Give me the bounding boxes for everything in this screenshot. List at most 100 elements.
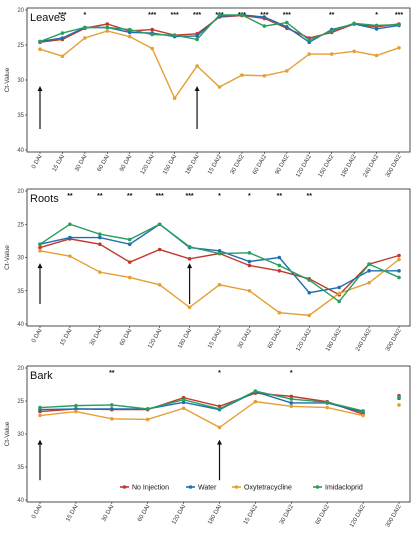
data-point-imidacloprid-120-dai xyxy=(157,222,162,227)
x-tick-label-90-dai: 90 DAI xyxy=(119,154,134,173)
data-point-water-30-dai xyxy=(110,407,114,411)
arrow-head xyxy=(187,263,193,269)
data-point-oxytetracycline-30-dai xyxy=(98,270,102,274)
data-point-oxytetracycline-15-dai xyxy=(60,54,65,58)
leaves-panel: Leaves Ct-Value 20 25 30 35 40 0 DAI 15 DAI 30 DA… xyxy=(4,7,411,179)
data-point-oxytetracycline-60-dai xyxy=(105,29,110,33)
x-tick-label-120-dai: 120 DAI xyxy=(171,504,187,526)
x-tick-label-30-dai: 30 DAI xyxy=(101,504,116,523)
x-tick-label-15-dai: 15 DAI xyxy=(65,504,80,523)
y-tick-label: 25 xyxy=(17,43,24,49)
data-point-imidacloprid-120-dai xyxy=(150,32,154,37)
data-point-oxytetracycline-30-dai2 xyxy=(240,73,244,77)
data-point-no-injection-30-dai2 xyxy=(247,263,252,268)
x-tick-label-30-dai: 30 DAI xyxy=(89,328,104,347)
data-point-oxytetracycline-15-dai xyxy=(68,254,72,258)
data-point-oxytetracycline-180-dai2 xyxy=(352,49,356,54)
significance-label: * xyxy=(218,370,221,377)
significance-label: *** xyxy=(171,12,179,19)
series-water xyxy=(38,13,401,44)
data-point-imidacloprid-15-dai xyxy=(60,31,65,35)
data-point-water-60-dai2 xyxy=(277,255,282,260)
data-point-oxytetracycline-180-dai2 xyxy=(337,291,341,296)
y-tick-label: 40 xyxy=(17,322,24,328)
arrow-head xyxy=(37,439,43,445)
x-tick-label-30-dai2: 30 DAI2 xyxy=(230,153,246,175)
data-point-imidacloprid-180-dai2 xyxy=(352,21,356,26)
data-point-oxytetracycline-120-dai xyxy=(181,406,186,411)
x-tick-label-180-dai2: 180 DAI2 xyxy=(325,327,343,352)
x-tick-label-120-dai2: 120 DAI2 xyxy=(295,327,313,352)
x-tick-label-120-dai2: 120 DAI2 xyxy=(349,503,367,528)
significance-label: * xyxy=(375,12,378,19)
x-tick-label-15-dai: 15 DAI xyxy=(59,328,74,347)
y-tick-label: 35 xyxy=(17,113,24,119)
x-tick-label-300-dai2: 300 DAI2 xyxy=(385,153,403,178)
arrow-head xyxy=(37,86,43,91)
legend-marker xyxy=(188,485,193,489)
data-point-no-injection-180-dai xyxy=(187,257,192,261)
legend-marker xyxy=(315,485,320,489)
significance-label: ** xyxy=(307,193,313,200)
bark-panel: Bark Ct-Value 20 25 30 35 40 0 DAI 15 DAI 30 DAI 6… xyxy=(4,365,411,529)
x-tick-label-30-dai: 30 DAI xyxy=(74,154,89,173)
data-point-imidacloprid-180-dai2 xyxy=(337,299,341,304)
data-point-oxytetracycline-300-dai2 xyxy=(397,46,401,50)
data-point-oxytetracycline-120-dai2 xyxy=(361,413,365,418)
series-no-injection xyxy=(38,237,401,297)
data-point-imidacloprid-30-dai2 xyxy=(240,13,244,17)
y-axis-label: Ct-Value xyxy=(4,67,11,92)
x-tick-label-15-dai2: 15 DAI2 xyxy=(243,503,259,525)
series-no-injection xyxy=(38,13,401,44)
x-tick-label-120-dai: 120 DAI xyxy=(140,154,156,176)
data-point-water-15-dai xyxy=(60,36,65,40)
significance-label: *** xyxy=(193,12,201,19)
data-point-no-injection-300-dai2 xyxy=(397,253,401,258)
plot-frame xyxy=(26,365,411,503)
data-point-imidacloprid-60-dai xyxy=(145,407,150,411)
data-point-oxytetracycline-60-dai xyxy=(127,275,132,280)
series-line-imidacloprid xyxy=(39,223,400,303)
data-point-oxytetracycline-180-dai xyxy=(187,305,192,310)
legend: No Injection Water Oxytetracycline Imidaclo… xyxy=(120,485,363,492)
arrow-head xyxy=(217,439,222,445)
significance-label: * xyxy=(248,193,251,200)
legend-marker xyxy=(234,485,239,489)
series-imidacloprid xyxy=(38,13,401,44)
data-point-no-injection-30-dai2 xyxy=(289,394,294,399)
data-point-oxytetracycline-30-dai xyxy=(110,417,114,421)
x-tick-label-300-dai2: 300 DAI2 xyxy=(385,327,403,352)
data-point-no-injection-60-dai xyxy=(105,22,110,26)
data-point-oxytetracycline-120-dai2 xyxy=(307,313,312,318)
data-point-no-injection-120-dai xyxy=(150,27,154,32)
x-tick-label-60-dai2: 60 DAI2 xyxy=(267,327,283,349)
data-point-imidacloprid-60-dai2 xyxy=(325,400,330,405)
panel-title: Roots xyxy=(30,193,59,205)
data-point-imidacloprid-180-dai xyxy=(195,37,199,42)
y-tick-label: 30 xyxy=(17,78,24,84)
data-point-imidacloprid-30-dai xyxy=(83,25,87,30)
data-point-imidacloprid-0-dai xyxy=(38,242,42,246)
data-point-oxytetracycline-60-dai2 xyxy=(277,310,282,315)
data-point-oxytetracycline-30-dai xyxy=(83,36,87,40)
significance-label: *** xyxy=(148,12,156,19)
data-point-imidacloprid-120-dai2 xyxy=(307,278,312,282)
significance-label: *** xyxy=(395,12,403,19)
data-point-imidacloprid-300-dai2 xyxy=(397,275,401,280)
x-tick-label-0-dai: 0 DAI xyxy=(31,504,44,520)
data-point-imidacloprid-15-dai2 xyxy=(253,389,258,393)
data-point-oxytetracycline-60-dai xyxy=(145,417,150,422)
legend-label: Water xyxy=(198,485,217,492)
significance-label: *** xyxy=(156,193,164,200)
data-point-imidacloprid-15-dai2 xyxy=(217,251,222,256)
x-tick-label-240-dai2: 240 DAI2 xyxy=(355,327,373,352)
x-tick-label-180-dai: 180 DAI xyxy=(207,504,223,526)
significance-label: *** xyxy=(283,12,291,19)
x-tick-label-180-dai: 180 DAI xyxy=(185,154,201,176)
legend-marker xyxy=(122,485,127,489)
panel-title: Bark xyxy=(30,370,53,382)
data-point-oxytetracycline-90-dai2 xyxy=(285,69,289,73)
x-tick-label-300-dai2: 300 DAI2 xyxy=(385,503,403,528)
series-oxytetracycline xyxy=(38,249,401,318)
significance-label: ** xyxy=(109,370,115,377)
